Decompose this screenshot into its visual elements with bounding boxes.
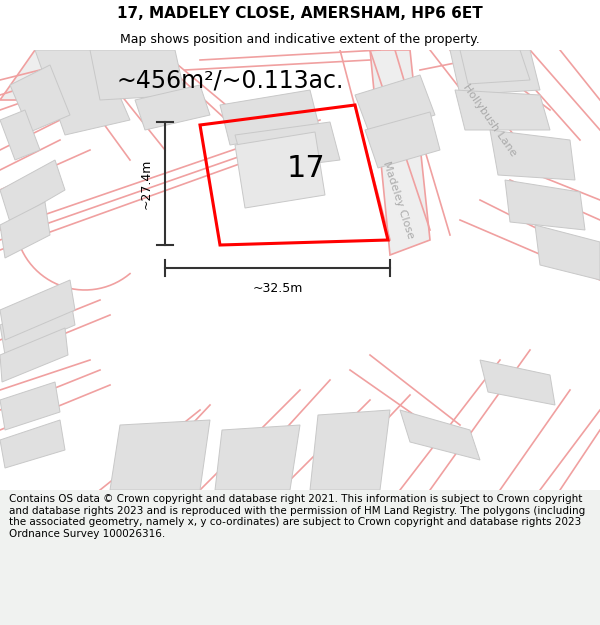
Polygon shape (0, 202, 50, 258)
Polygon shape (365, 112, 440, 168)
Polygon shape (310, 410, 390, 490)
Polygon shape (460, 50, 530, 84)
Polygon shape (220, 90, 320, 145)
Polygon shape (400, 410, 480, 460)
Text: 17, MADELEY CLOSE, AMERSHAM, HP6 6ET: 17, MADELEY CLOSE, AMERSHAM, HP6 6ET (117, 6, 483, 21)
Polygon shape (455, 90, 550, 130)
Polygon shape (0, 50, 80, 100)
Polygon shape (0, 160, 65, 222)
Polygon shape (235, 122, 340, 172)
Polygon shape (235, 132, 325, 208)
Polygon shape (0, 328, 68, 382)
Polygon shape (370, 50, 430, 255)
Polygon shape (135, 85, 210, 130)
Polygon shape (0, 110, 40, 160)
Polygon shape (505, 180, 585, 230)
Text: Madeley Close: Madeley Close (381, 160, 415, 240)
Polygon shape (215, 425, 300, 490)
Text: ~456m²/~0.113ac.: ~456m²/~0.113ac. (116, 68, 344, 92)
Polygon shape (0, 295, 75, 355)
Text: ~32.5m: ~32.5m (253, 282, 302, 295)
Polygon shape (355, 75, 435, 135)
Polygon shape (10, 65, 70, 132)
Text: ~27.4m: ~27.4m (140, 158, 153, 209)
Polygon shape (490, 130, 575, 180)
Text: Hollybush Lane: Hollybush Lane (461, 82, 518, 158)
Polygon shape (535, 225, 600, 280)
Polygon shape (0, 420, 65, 468)
Text: Contains OS data © Crown copyright and database right 2021. This information is : Contains OS data © Crown copyright and d… (9, 494, 585, 539)
Polygon shape (0, 280, 75, 340)
Polygon shape (0, 382, 60, 430)
Polygon shape (450, 50, 540, 95)
Text: Map shows position and indicative extent of the property.: Map shows position and indicative extent… (120, 32, 480, 46)
Polygon shape (35, 50, 130, 135)
Polygon shape (110, 420, 210, 490)
Polygon shape (480, 360, 555, 405)
Text: 17: 17 (286, 154, 325, 183)
Polygon shape (90, 50, 185, 100)
